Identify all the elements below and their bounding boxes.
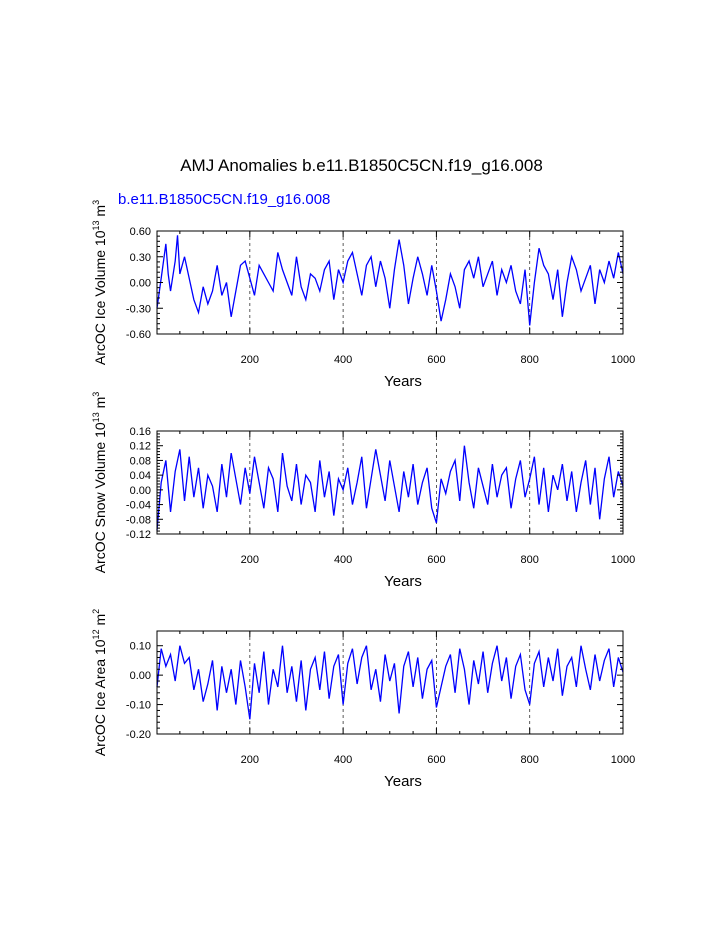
series-line-ice-area: [156, 645, 624, 720]
x-tick-label: 800: [521, 554, 539, 566]
y-tick-label: 0.00: [130, 278, 151, 290]
x-axis-label: Years: [384, 373, 422, 390]
x-tick-label: 200: [241, 754, 259, 766]
y-axis-label-superscript: 13: [91, 412, 101, 422]
plot-frame: [156, 430, 624, 535]
y-tick-label: 0.12: [130, 441, 151, 453]
y-axis-label-text: m: [92, 397, 108, 413]
y-tick-label: 0.10: [130, 641, 151, 653]
chart-panel-ice-volume: -0.60 -0.30 0.00 0.30 0.60 200 400 600 800 1000 Ye…: [91, 200, 635, 390]
y-tick-label: -0.10: [126, 700, 151, 712]
y-axis-label-superscript: 2: [91, 609, 101, 614]
x-tick-label: 1000: [611, 754, 635, 766]
series-line-snow-volume: [156, 445, 624, 531]
y-tick-label: 0.04: [130, 470, 151, 482]
y-tick-label: 0.00: [130, 485, 151, 497]
y-tick-label: -0.04: [126, 500, 151, 512]
y-tick-label: -0.60: [126, 329, 151, 341]
x-tick-label: 1000: [611, 554, 635, 566]
y-axis-label-superscript: 3: [91, 392, 101, 397]
y-tick-label: 0.08: [130, 455, 151, 467]
case-label: b.e11.B1850C5CN.f19_g16.008: [118, 191, 331, 208]
y-axis-label: ArcOC Ice Volume 1013 m3: [91, 200, 108, 365]
x-tick-label: 400: [334, 554, 352, 566]
y-tick-label: 0.60: [130, 226, 151, 238]
y-axis-label-text: ArcOC Ice Volume 10: [92, 230, 108, 365]
chart-title: AMJ Anomalies b.e11.B1850C5CN.f19_g16.00…: [180, 156, 543, 175]
chart-panel-ice-area: -0.20 -0.10 0.00 0.10 200 400 600 800 1000 Years A…: [91, 609, 635, 790]
x-tick-label: 400: [334, 754, 352, 766]
y-axis-label-text: m: [92, 205, 108, 221]
plot-frame: [156, 630, 624, 735]
x-axis-label: Years: [384, 773, 422, 790]
y-tick-label: -0.30: [126, 303, 151, 315]
y-axis-label: ArcOC Ice Area 1012 m2: [91, 609, 108, 756]
y-tick-label: -0.12: [126, 529, 151, 541]
x-tick-label: 400: [334, 354, 352, 366]
y-axis-label: ArcOC Snow Volume 1013 m3: [91, 392, 108, 574]
y-axis-label-text: ArcOC Snow Volume 10: [92, 422, 108, 573]
x-axis-label: Years: [384, 573, 422, 590]
x-tick-label: 600: [427, 354, 445, 366]
y-axis-label-superscript: 13: [91, 220, 101, 230]
y-axis-label-superscript: 12: [91, 629, 101, 639]
x-tick-label: 800: [521, 754, 539, 766]
x-tick-label: 200: [241, 354, 259, 366]
chart-panel-snow-volume: -0.12 -0.08 -0.04 0.00 0.04 0.08 0.12 0.16 200 40…: [91, 392, 635, 590]
y-tick-label: -0.20: [126, 729, 151, 741]
y-tick-label: 0.00: [130, 670, 151, 682]
series-line-ice-volume: [156, 235, 624, 326]
x-tick-label: 600: [427, 754, 445, 766]
x-tick-label: 1000: [611, 354, 635, 366]
x-tick-label: 600: [427, 554, 445, 566]
y-tick-label: 0.16: [130, 426, 151, 438]
y-tick-label: 0.30: [130, 252, 151, 264]
x-tick-label: 800: [521, 354, 539, 366]
x-tick-label: 200: [241, 554, 259, 566]
y-axis-label-text: m: [92, 614, 108, 630]
y-axis-label-text: ArcOC Ice Area 10: [92, 639, 108, 756]
y-axis-label-superscript: 3: [91, 200, 101, 205]
y-tick-label: -0.08: [126, 514, 151, 526]
